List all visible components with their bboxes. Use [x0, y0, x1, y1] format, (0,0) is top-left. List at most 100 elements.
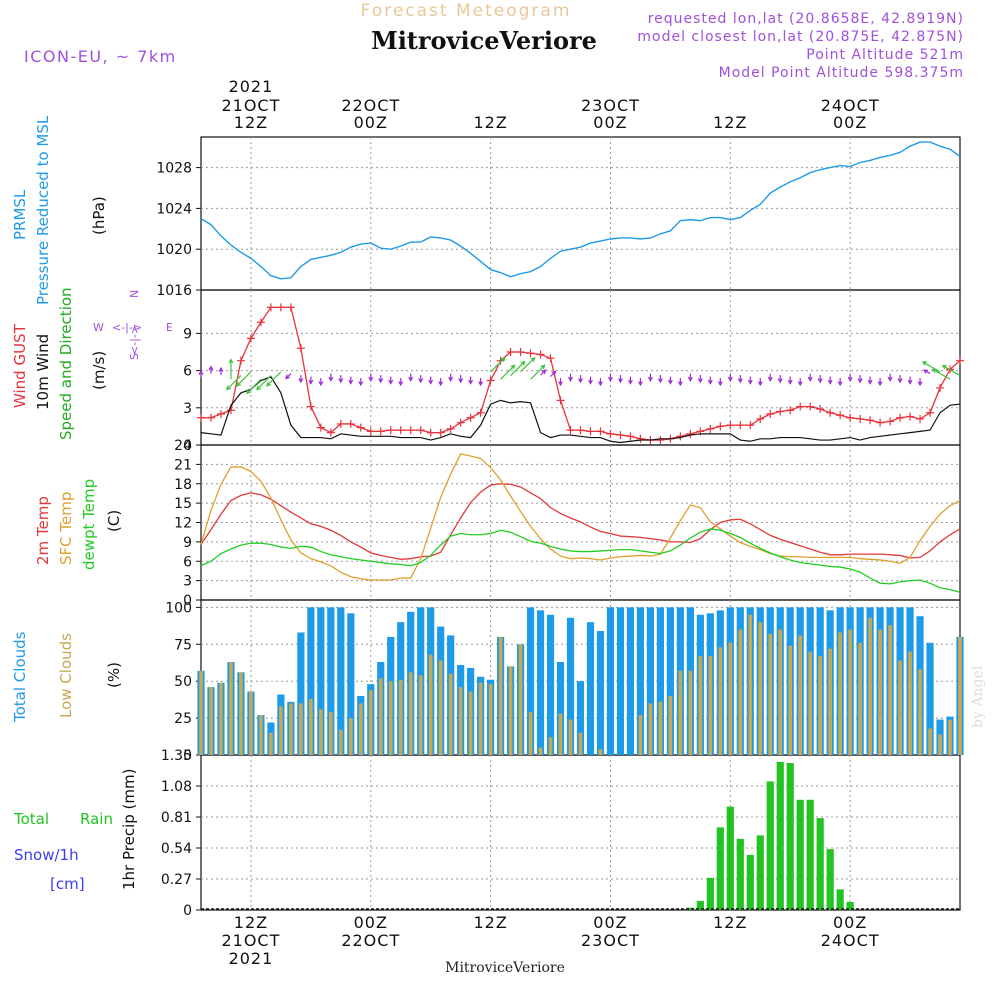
wind-direction-arrowhead [867, 379, 873, 385]
rain-bar [826, 849, 834, 910]
temp-2m-line [200, 483, 961, 560]
wind-gust-point [576, 426, 585, 435]
total-cloud-bar [566, 617, 575, 755]
wind-gust-point [456, 418, 465, 427]
wind-gust-point [776, 407, 785, 416]
low-cloud-bar [948, 719, 952, 755]
panel-frame [200, 754, 961, 911]
wind-direction-arrowhead [807, 376, 813, 382]
wind-direction-arrowhead [318, 381, 324, 387]
low-cloud-bar [488, 684, 493, 755]
rain-bar [836, 889, 844, 910]
wind-gust-point [316, 423, 325, 432]
rain-bar [806, 799, 814, 910]
wind-gust-point [726, 421, 735, 430]
wind-gust-point [516, 348, 525, 356]
wind-gust-point [706, 424, 715, 433]
top-date-label: 24OCT [821, 96, 880, 115]
bottom-hour-label: 00Z [354, 913, 388, 932]
p4-label-a: Total Clouds [11, 631, 29, 723]
wind-direction-arrowhead [328, 376, 334, 382]
rain-bar [726, 806, 734, 910]
model-label: ICON-EU, ~ 7km [24, 47, 177, 66]
wind-gust-point [536, 350, 545, 359]
low-cloud-bar [758, 622, 763, 755]
rain-bar [766, 781, 774, 910]
rain-bar [776, 761, 784, 910]
wind-direction-arrowhead [657, 378, 663, 384]
y-tick-label: 1028 [156, 161, 192, 177]
y-tick-label: 3 [183, 401, 192, 417]
wind-gust-point [356, 423, 365, 432]
low-cloud-bar [289, 703, 293, 755]
wind-direction-arrowhead [338, 378, 344, 384]
total-cloud-bar [586, 622, 595, 755]
wind-gust-point [886, 417, 895, 426]
p4-label-b: Low Clouds [57, 633, 75, 718]
wind-gust-point [386, 426, 395, 435]
low-cloud-bar [938, 734, 942, 755]
wind-direction-arrowhead [941, 365, 947, 370]
wind-gust-point [346, 419, 355, 428]
wind-direction-arrow [922, 361, 941, 373]
low-cloud-bar [768, 633, 773, 755]
rain-bar [746, 854, 754, 910]
wind-gust-point [736, 421, 745, 430]
rain-bar [736, 838, 744, 910]
low-cloud-bar [279, 706, 283, 755]
wind-direction-arrowhead [478, 381, 484, 387]
wind-direction-arrow [932, 368, 951, 380]
wind-direction-arrow [256, 375, 272, 390]
low-cloud-bar [748, 614, 753, 755]
low-cloud-bar [728, 642, 733, 755]
top-hour-label: 12Z [473, 113, 507, 132]
wind-speed-line [200, 376, 961, 444]
wind-gust-point [896, 413, 905, 422]
bottom-year-label: 2021 [229, 949, 274, 968]
wind-direction-arrowhead [877, 381, 883, 387]
wind-gust-point [546, 354, 555, 363]
bottom-hour-label: 12Z [473, 913, 507, 932]
low-cloud-bar [598, 749, 603, 755]
wind-direction-arrowhead [530, 356, 536, 362]
total-cloud-bar [616, 607, 625, 755]
wind-direction-arrowhead [837, 381, 843, 387]
low-cloud-bar [918, 669, 922, 755]
low-cloud-bar [698, 656, 703, 755]
low-cloud-bar [778, 629, 783, 755]
compass-south: S [128, 353, 141, 360]
rain-bar [706, 877, 714, 910]
p5-label-total: Total [13, 810, 49, 828]
low-cloud-bar [658, 701, 663, 755]
low-cloud-bar [438, 660, 443, 755]
top-hour-label: 00Z [593, 113, 627, 132]
y-tick-label: 18 [174, 477, 192, 493]
y-tick-label: 6 [183, 364, 192, 380]
low-cloud-bar [958, 636, 962, 755]
wind-direction-arrow [500, 364, 516, 380]
wind-gust-point [746, 421, 755, 430]
y-tick-label: 24 [174, 438, 192, 454]
low-cloud-bar [319, 709, 323, 755]
low-cloud-bar [418, 675, 423, 755]
low-cloud-bar [828, 648, 832, 755]
y-tick-label: 0.81 [161, 810, 192, 826]
wind-direction-arrowhead [378, 378, 384, 384]
low-cloud-bar [229, 662, 233, 755]
y-tick-label: 9 [183, 326, 192, 342]
wind-gust-point [446, 424, 455, 433]
low-cloud-bar [209, 687, 213, 755]
low-cloud-bar [578, 732, 583, 755]
wind-direction-arrow [530, 364, 545, 380]
y-tick-label: 1.08 [161, 779, 192, 795]
wind-gust-point [426, 428, 435, 437]
wind-direction-arrowhead [448, 376, 454, 382]
wind-gust-point [486, 376, 495, 385]
compass-north: N [128, 290, 141, 298]
wind-direction-arrow [226, 375, 242, 390]
p2-label-b: 10m Wind [34, 334, 52, 410]
wind-gust-point [246, 334, 255, 343]
wind-gust-point [406, 426, 415, 435]
low-cloud-bar [538, 747, 543, 755]
